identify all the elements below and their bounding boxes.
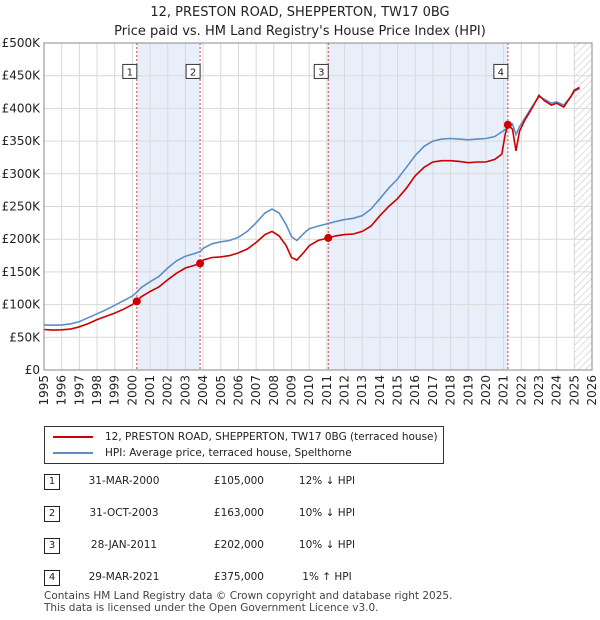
y-tick-label: £400K: [2, 101, 42, 115]
chart-legend: 12, PRESTON ROAD, SHEPPERTON, TW17 0BG (…: [44, 426, 444, 464]
x-tick-label: 2020: [479, 375, 493, 406]
sale-number: 3: [44, 538, 60, 554]
y-tick-label: £0: [25, 363, 40, 377]
y-tick-label: £300K: [2, 167, 42, 181]
x-tick-label: 2013: [355, 375, 369, 406]
y-tick-label: £50K: [9, 330, 41, 344]
sale-marker-box: [493, 63, 509, 79]
plot-frame: [43, 42, 593, 371]
sale-date: 28-JAN-2011: [90, 539, 158, 551]
x-tick-label: 2012: [338, 375, 352, 406]
sale-point: [503, 120, 512, 129]
x-tick-label: 2006: [231, 375, 245, 406]
y-tick-label: £200K: [2, 232, 42, 246]
price-chart: 1 2 3 4 £0 £50K £100K £150K £200K £250K £300K £350K…: [2, 36, 599, 406]
x-tick-label: 2001: [143, 375, 157, 406]
sale-hpi-diff: 12% ↓ HPI: [298, 475, 356, 487]
x-tick-label: 2004: [196, 375, 210, 406]
y-tick-label: £500K: [2, 36, 42, 50]
y-tick-label: £350K: [2, 134, 42, 148]
sale-point: [196, 259, 205, 268]
sale-point: [132, 297, 141, 306]
x-tick-label: 2007: [249, 375, 263, 406]
y-tick-label: £250K: [2, 200, 42, 214]
sale-hpi-diff: 1% ↑ HPI: [302, 571, 352, 583]
sale-hpi-diff: 10% ↓ HPI: [298, 539, 356, 551]
sale-marker-label: 3: [318, 67, 324, 78]
footer-line-2: This data is licensed under the Open Gov…: [44, 602, 379, 614]
x-tick-label: 2016: [408, 375, 422, 406]
legend-item-hpi: HPI: Average price, terraced house, Spel…: [53, 445, 352, 461]
chart-title-block: 12, PRESTON ROAD, SHEPPERTON, TW17 0BG P…: [0, 0, 600, 41]
x-tick-label: 2023: [532, 375, 546, 406]
sale-price: £163,000: [213, 507, 264, 519]
sale-number: 2: [44, 506, 60, 522]
x-tick-label: 1999: [108, 375, 122, 406]
x-tick-label: 2014: [373, 375, 387, 406]
sale-row: 3 28-JAN-2011 £202,000 10% ↓ HPI: [44, 538, 384, 554]
x-tick-label: 2000: [125, 375, 139, 406]
x-tick-label: 1997: [72, 375, 86, 406]
sale-date: 29-MAR-2021: [88, 571, 160, 583]
x-tick-label: 1998: [90, 375, 104, 406]
x-tick-label: 2008: [267, 375, 281, 406]
sale-price: £375,000: [213, 571, 264, 583]
x-tick-label: 2011: [320, 375, 334, 406]
sale-marker-label: 4: [498, 67, 504, 78]
series-line-hpi: [43, 88, 580, 327]
chart-title: 12, PRESTON ROAD, SHEPPERTON, TW17 0BG: [150, 5, 450, 20]
x-tick-label: 2019: [461, 375, 475, 406]
x-tick-label: 2018: [444, 375, 458, 406]
legend-item-property: 12, PRESTON ROAD, SHEPPERTON, TW17 0BG (…: [53, 429, 438, 445]
legend-swatch-hpi: [53, 452, 93, 454]
sale-number: 4: [44, 570, 60, 586]
y-tick-label: £100K: [2, 298, 42, 312]
x-tick-label: 2022: [514, 375, 528, 406]
sale-marker-label: 1: [127, 67, 133, 78]
x-tick-label: 1995: [37, 375, 51, 406]
x-tick-label: 2026: [585, 375, 599, 406]
sale-number: 1: [44, 474, 60, 490]
y-tick-label: £450K: [2, 69, 42, 83]
legend-label-property: 12, PRESTON ROAD, SHEPPERTON, TW17 0BG (…: [105, 431, 438, 443]
x-tick-label: 1996: [55, 375, 69, 406]
sale-price: £202,000: [213, 539, 264, 551]
x-tick-label: 2024: [550, 375, 564, 406]
sale-marker-box: [122, 63, 138, 79]
sale-date: 31-MAR-2000: [88, 475, 160, 487]
sale-row: 1 31-MAR-2000 £105,000 12% ↓ HPI: [44, 474, 384, 490]
chart-subtitle: Price paid vs. HM Land Registry's House …: [114, 24, 486, 39]
x-tick-label: 2003: [178, 375, 192, 406]
x-tick-label: 2017: [426, 375, 440, 406]
y-tick-label: £150K: [2, 265, 42, 279]
x-tick-label: 2009: [284, 375, 298, 406]
legend-label-hpi: HPI: Average price, terraced house, Spel…: [105, 447, 352, 459]
x-tick-label: 2005: [214, 375, 228, 406]
sale-marker-box: [185, 63, 201, 79]
series-line-property: [43, 86, 580, 331]
sale-price: £105,000: [213, 475, 264, 487]
footer-line-1: Contains HM Land Registry data © Crown c…: [44, 590, 453, 602]
x-tick-label: 2021: [497, 375, 511, 406]
sale-row: 4 29-MAR-2021 £375,000 1% ↑ HPI: [44, 570, 384, 586]
x-tick-label: 2002: [161, 375, 175, 406]
sale-point: [324, 233, 333, 242]
sale-marker-box: [313, 63, 329, 79]
x-tick-label: 2025: [567, 375, 581, 406]
sale-marker-label: 2: [190, 67, 196, 78]
sale-hpi-diff: 10% ↓ HPI: [298, 507, 356, 519]
footer-attribution: Contains HM Land Registry data © Crown c…: [44, 590, 584, 614]
x-tick-label: 2015: [391, 375, 405, 406]
sale-date: 31-OCT-2003: [89, 507, 159, 519]
x-tick-label: 2010: [302, 375, 316, 406]
legend-swatch-property: [53, 436, 93, 438]
sale-row: 2 31-OCT-2003 £163,000 10% ↓ HPI: [44, 506, 384, 522]
